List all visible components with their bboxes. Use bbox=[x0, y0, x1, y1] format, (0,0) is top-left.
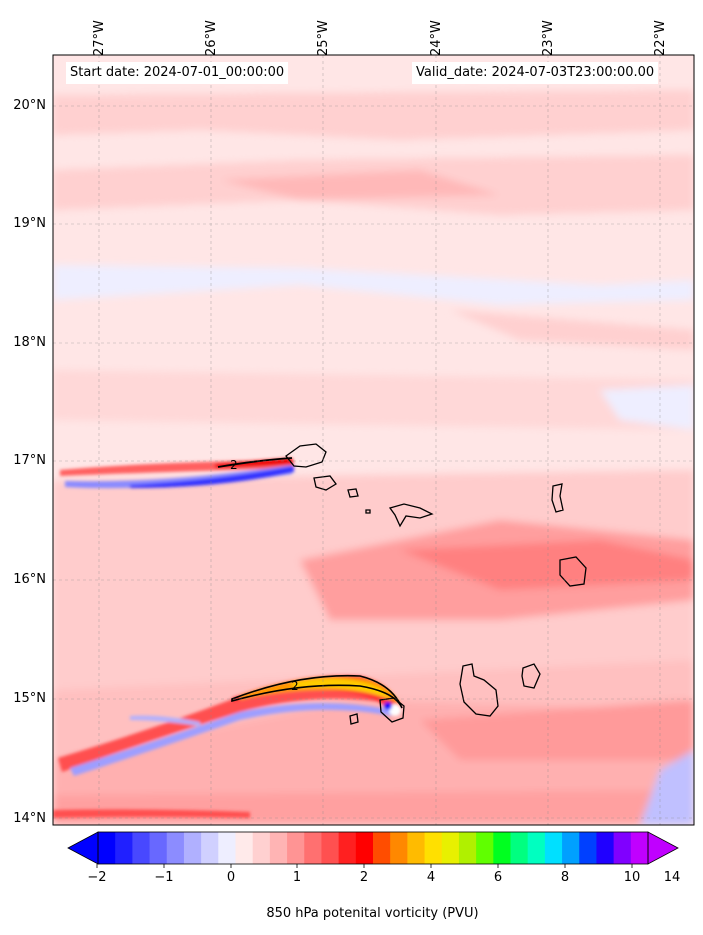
lon-label-24w: 24°W bbox=[429, 20, 444, 56]
colorbar-cell bbox=[252, 832, 271, 864]
lat-label-16n: 16°N bbox=[13, 572, 46, 587]
colorbar-cell bbox=[321, 832, 340, 864]
lon-label-27w: 27°W bbox=[92, 20, 107, 56]
colorbar-tick-label: 1 bbox=[292, 870, 302, 885]
colorbar-title: 850 hPa potenital vorticity (PVU) bbox=[266, 906, 479, 921]
colorbar-tick-label: −2 bbox=[87, 870, 107, 885]
colorbar bbox=[67, 831, 679, 868]
colorbar-cell bbox=[527, 832, 546, 864]
colorbar-cell bbox=[544, 832, 563, 864]
colorbar-cell bbox=[579, 832, 597, 864]
colorbar-cell bbox=[458, 832, 477, 864]
lat-label-15n: 15°N bbox=[13, 691, 46, 706]
colorbar-cell bbox=[390, 832, 408, 864]
colorbar-cell bbox=[235, 832, 254, 864]
colorbar-cell bbox=[493, 832, 511, 864]
colorbar-cell bbox=[407, 832, 426, 864]
colorbar-cell bbox=[355, 832, 374, 864]
contour-label-upper: 2 bbox=[230, 458, 238, 472]
colorbar-cell bbox=[287, 832, 305, 864]
colorbar-cell bbox=[424, 832, 443, 864]
colorbar-cell bbox=[510, 832, 529, 864]
colorbar-tick-label: 4 bbox=[426, 870, 436, 885]
lat-label-19n: 19°N bbox=[13, 216, 46, 231]
colorbar-cell bbox=[166, 832, 185, 864]
colorbar-cell bbox=[373, 832, 391, 864]
colorbar-cell bbox=[630, 832, 649, 864]
lon-label-25w: 25°W bbox=[316, 20, 331, 56]
colorbar-cell bbox=[115, 832, 133, 864]
colorbar-tick-label: 6 bbox=[493, 870, 503, 885]
lat-label-14n: 14°N bbox=[13, 811, 46, 826]
colorbar-cell bbox=[269, 832, 288, 864]
colorbar-cell bbox=[218, 832, 236, 864]
lat-label-18n: 18°N bbox=[13, 335, 46, 350]
colorbar-cell bbox=[132, 832, 151, 864]
colorbar-cell bbox=[441, 832, 460, 864]
colorbar-cell bbox=[183, 832, 202, 864]
colorbar-tick-label: 2 bbox=[359, 870, 369, 885]
colorbar-cell bbox=[476, 832, 494, 864]
colorbar-left-arrow bbox=[67, 831, 99, 865]
lat-label-17n: 17°N bbox=[13, 453, 46, 468]
lat-label-20n: 20°N bbox=[13, 98, 46, 113]
colorbar-tick-label: 10 bbox=[623, 870, 641, 885]
colorbar-cell bbox=[562, 832, 580, 864]
lon-label-23w: 23°W bbox=[541, 20, 556, 56]
lon-label-22w: 22°W bbox=[653, 20, 668, 56]
colorbar-cell bbox=[613, 832, 632, 864]
lon-label-26w: 26°W bbox=[204, 20, 219, 56]
colorbar-cell bbox=[338, 832, 357, 864]
colorbar-tick-label: 0 bbox=[226, 870, 236, 885]
colorbar-right-arrow bbox=[647, 831, 679, 865]
colorbar-cell bbox=[201, 832, 219, 864]
colorbar-cell bbox=[98, 832, 116, 864]
colorbar-cell bbox=[304, 832, 322, 864]
colorbar-tick-label: 8 bbox=[560, 870, 570, 885]
colorbar-tick-label: 14 bbox=[663, 870, 681, 885]
valid-date-label: Valid_date: 2024-07-03T23:00:00.00 bbox=[412, 62, 659, 84]
colorbar-cell bbox=[149, 832, 168, 864]
colorbar-cell bbox=[596, 832, 615, 864]
colorbar-tick-label: −1 bbox=[154, 870, 174, 885]
contour-label-lower: 2 bbox=[291, 679, 299, 693]
start-date-label: Start date: 2024-07-01_00:00:00 bbox=[66, 62, 289, 84]
